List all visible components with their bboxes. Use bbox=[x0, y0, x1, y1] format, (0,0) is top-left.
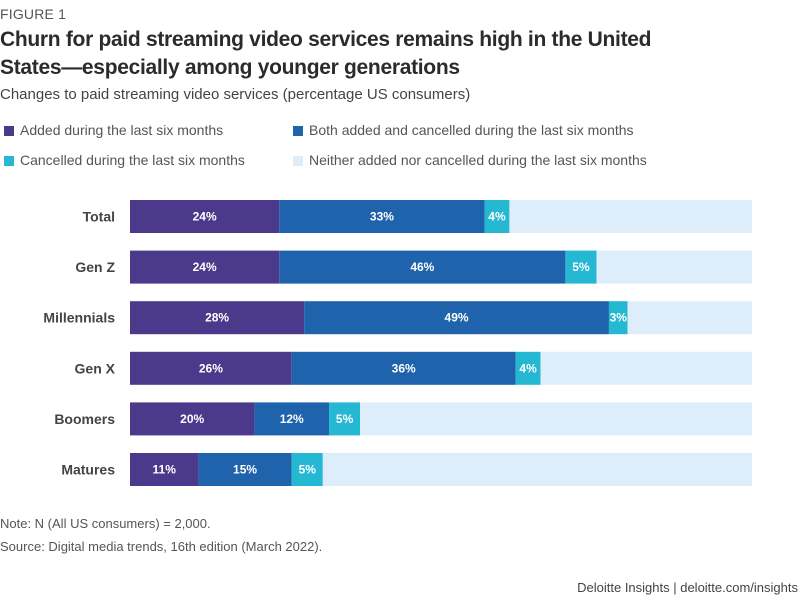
chart-source: Source: Digital media trends, 16th editi… bbox=[0, 539, 323, 554]
legend-swatch-cancelled bbox=[4, 156, 14, 166]
bar-group-total: Total 24% 33% 4% bbox=[83, 200, 752, 233]
legend-label-both: Both added and cancelled during the last… bbox=[309, 122, 634, 138]
bar-segment-both bbox=[279, 200, 485, 233]
data-label-cancelled: 5% bbox=[299, 463, 317, 477]
bar-segment-neither bbox=[596, 250, 752, 284]
bar-segment-added bbox=[130, 200, 280, 233]
category-label: Total bbox=[83, 209, 115, 225]
data-label-both: 33% bbox=[370, 210, 394, 224]
data-label-added: 26% bbox=[199, 361, 223, 375]
data-label-added: 24% bbox=[193, 210, 217, 224]
figure-label: FIGURE 1 bbox=[0, 6, 67, 22]
bar-group-boomers: Boomers 20% 12% 5% bbox=[54, 402, 752, 436]
bar-segment-neither bbox=[627, 301, 752, 335]
bar-segment-cancelled bbox=[329, 402, 361, 436]
data-label-cancelled: 4% bbox=[488, 210, 506, 224]
bar-segment-cancelled bbox=[291, 453, 323, 486]
stacked-bar-chart: Total 24% 33% 4% Gen Z 24% 46% 5% Millennials 28%… bbox=[43, 200, 752, 486]
chart-credit: Deloitte Insights | deloitte.com/insight… bbox=[577, 580, 798, 595]
bar-segment-both bbox=[254, 402, 330, 436]
data-label-cancelled: 4% bbox=[519, 361, 537, 375]
data-label-both: 15% bbox=[233, 463, 257, 477]
bar-segment-cancelled bbox=[565, 250, 597, 284]
data-label-both: 36% bbox=[392, 361, 416, 375]
category-label: Millennials bbox=[43, 310, 115, 326]
data-label-added: 24% bbox=[193, 260, 217, 274]
bar-segment-added bbox=[130, 453, 199, 486]
legend-swatch-added bbox=[4, 126, 14, 136]
data-label-added: 28% bbox=[205, 311, 229, 325]
bar-segment-added bbox=[130, 351, 292, 385]
data-label-cancelled: 3% bbox=[610, 311, 628, 325]
legend-item-cancelled: Cancelled during the last six months bbox=[4, 152, 245, 168]
category-label: Gen X bbox=[75, 360, 116, 376]
bar-segment-both bbox=[291, 351, 516, 385]
legend-label-cancelled: Cancelled during the last six months bbox=[20, 152, 245, 168]
legend-item-neither: Neither added nor cancelled during the l… bbox=[293, 152, 647, 168]
data-label-added: 20% bbox=[180, 412, 204, 426]
bar-segment-both bbox=[279, 250, 566, 284]
bar-segment-neither bbox=[360, 402, 752, 436]
data-label-both: 49% bbox=[445, 311, 469, 325]
bar-segment-added bbox=[130, 250, 280, 284]
legend-label-added: Added during the last six months bbox=[20, 122, 224, 138]
bar-group-gen-x: Gen X 26% 36% 4% bbox=[75, 351, 752, 385]
bar-segment-cancelled bbox=[608, 301, 628, 335]
bar-segment-neither bbox=[540, 351, 752, 385]
bar-group-matures: Matures 11% 15% 5% bbox=[61, 453, 752, 486]
category-label: Matures bbox=[61, 462, 115, 478]
chart-note: Note: N (All US consumers) = 2,000. bbox=[0, 516, 211, 531]
chart-title: Churn for paid streaming video services … bbox=[0, 28, 652, 79]
bar-segment-cancelled bbox=[515, 351, 541, 385]
data-label-added: 11% bbox=[153, 463, 177, 477]
bar-segment-neither bbox=[322, 453, 752, 486]
category-label: Gen Z bbox=[75, 259, 115, 275]
category-label: Boomers bbox=[54, 411, 115, 427]
bar-group-gen-z: Gen Z 24% 46% 5% bbox=[75, 250, 752, 284]
bar-segment-added bbox=[130, 301, 305, 335]
legend-swatch-neither bbox=[293, 156, 303, 166]
bar-segment-neither bbox=[509, 200, 752, 233]
data-label-both: 46% bbox=[410, 260, 434, 274]
bar-group-millennials: Millennials 28% 49% 3% bbox=[43, 301, 752, 335]
legend-item-both: Both added and cancelled during the last… bbox=[293, 122, 634, 138]
bar-segment-both bbox=[198, 453, 292, 486]
legend-item-added: Added during the last six months bbox=[4, 122, 223, 138]
data-label-both: 12% bbox=[280, 412, 304, 426]
legend-label-neither: Neither added nor cancelled during the l… bbox=[309, 152, 647, 168]
bar-segment-added bbox=[130, 402, 255, 436]
data-label-cancelled: 5% bbox=[572, 260, 590, 274]
bar-segment-both bbox=[304, 301, 609, 335]
data-label-cancelled: 5% bbox=[336, 412, 354, 426]
bar-segment-cancelled bbox=[484, 200, 510, 233]
chart-subtitle: Changes to paid streaming video services… bbox=[0, 86, 471, 103]
legend-swatch-both bbox=[293, 126, 303, 136]
